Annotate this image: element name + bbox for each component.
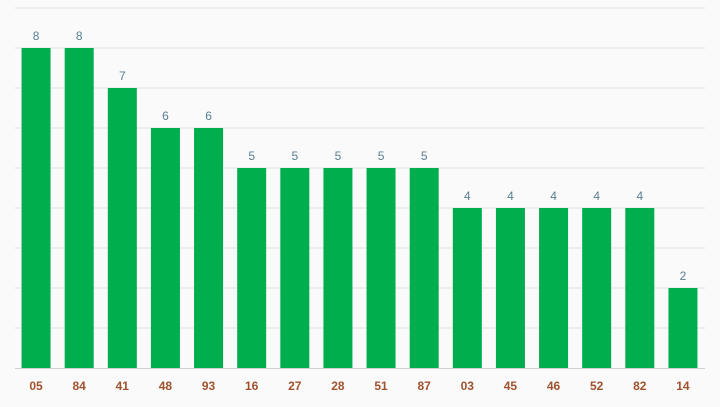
bar-41 (107, 88, 137, 368)
bar-45 (495, 208, 525, 368)
bar-51 (366, 168, 396, 368)
data-label-48: 6 (162, 109, 169, 123)
data-label-93: 6 (205, 109, 212, 123)
bar-84 (64, 48, 94, 368)
x-tick-label-51: 51 (374, 379, 388, 393)
bar-05 (21, 48, 51, 368)
bar-03 (452, 208, 482, 368)
data-label-16: 5 (248, 149, 255, 163)
data-label-03: 4 (464, 189, 471, 203)
data-label-51: 5 (378, 149, 385, 163)
bar-46 (539, 208, 569, 368)
x-tick-label-45: 45 (504, 379, 518, 393)
x-tick-label-48: 48 (159, 379, 173, 393)
data-label-52: 4 (593, 189, 600, 203)
data-label-82: 4 (636, 189, 643, 203)
bar-82 (625, 208, 655, 368)
x-tick-label-16: 16 (245, 379, 259, 393)
bar-28 (323, 168, 353, 368)
data-label-05: 8 (33, 29, 40, 43)
data-label-84: 8 (76, 29, 83, 43)
data-label-14: 2 (680, 269, 687, 283)
data-label-41: 7 (119, 69, 126, 83)
data-label-27: 5 (291, 149, 298, 163)
x-tick-label-46: 46 (547, 379, 561, 393)
x-tick-label-52: 52 (590, 379, 604, 393)
data-label-45: 4 (507, 189, 514, 203)
x-tick-label-93: 93 (202, 379, 216, 393)
bar-87 (409, 168, 439, 368)
data-label-87: 5 (421, 149, 428, 163)
x-tick-label-05: 05 (29, 379, 43, 393)
data-label-28: 5 (335, 149, 342, 163)
x-tick-label-41: 41 (116, 379, 130, 393)
x-tick-label-27: 27 (288, 379, 302, 393)
bars-group (21, 48, 698, 368)
x-tick-label-82: 82 (633, 379, 647, 393)
x-tick-label-03: 03 (461, 379, 475, 393)
bar-16 (237, 168, 267, 368)
bar-48 (150, 128, 180, 368)
bar-52 (582, 208, 612, 368)
x-tick-label-28: 28 (331, 379, 345, 393)
x-tick-label-84: 84 (73, 379, 87, 393)
data-label-46: 4 (550, 189, 557, 203)
bar-14 (668, 288, 698, 368)
data-labels-group: 8 8 7 6 6 5 5 5 5 5 4 4 4 4 4 2 (33, 29, 687, 283)
bar-93 (194, 128, 224, 368)
x-axis-tick-labels: 05 84 41 48 93 16 27 28 51 87 03 45 46 52 82 14 (29, 379, 690, 393)
x-tick-label-87: 87 (418, 379, 432, 393)
bar-27 (280, 168, 310, 368)
x-tick-label-14: 14 (676, 379, 690, 393)
